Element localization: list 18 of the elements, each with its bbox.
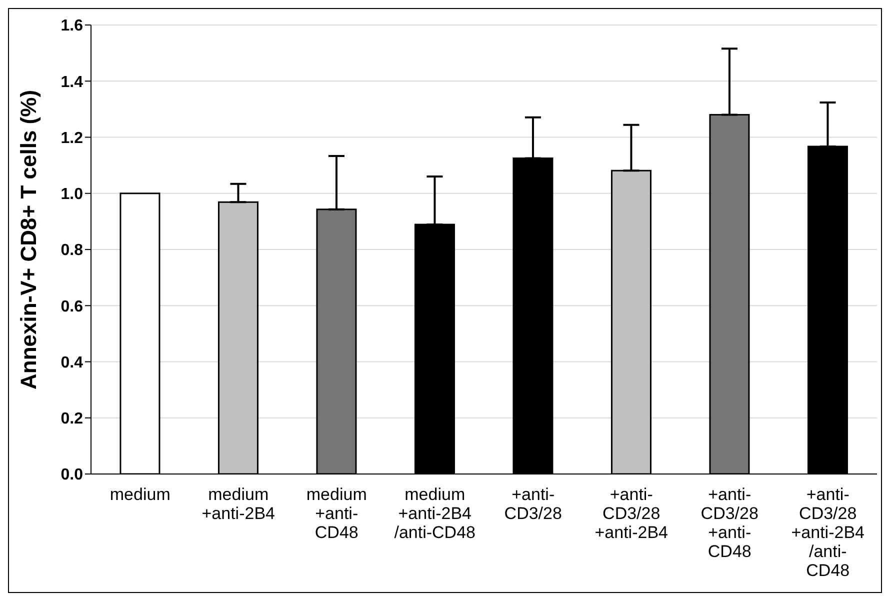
x-tick-label: medium +anti- CD48	[306, 485, 367, 542]
y-tick-label: 0.4	[60, 354, 84, 372]
x-tick-label: medium +anti-2B4	[202, 485, 275, 523]
y-tick-label: 0.6	[60, 298, 84, 316]
y-axis-title: Annexin-V+ CD8+ T cells (%)	[16, 90, 41, 390]
y-tick-label: 1.0	[60, 186, 84, 204]
y-tick-label: 1.2	[60, 130, 84, 147]
x-tick-label: +anti- CD3/28 +anti- CD48	[700, 485, 758, 561]
x-tick-label: +anti- CD3/28 +anti-2B4 /anti- CD48	[791, 485, 864, 580]
y-tick-label: 1.4	[60, 74, 84, 91]
y-tick-label: 0.8	[60, 242, 84, 260]
y-tick-label: 1.6	[60, 18, 84, 35]
y-tick-label: 0.0	[60, 466, 84, 484]
x-tick-label: +anti- CD3/28 +anti-2B4	[594, 485, 668, 542]
x-tick-label: medium +anti-2B4 /anti-CD48	[394, 485, 476, 542]
y-tick-label: 0.2	[60, 410, 84, 428]
x-tick-label: medium	[110, 485, 170, 504]
x-tick-label: +anti- CD3/28	[504, 485, 562, 523]
